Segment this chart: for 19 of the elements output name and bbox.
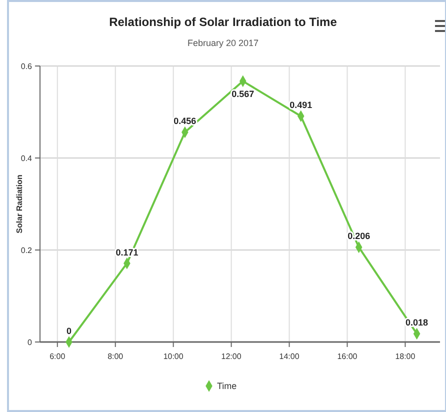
x-tick-label: 12:00	[221, 352, 242, 361]
y-axis-title: Solar Radiation	[15, 174, 24, 234]
y-tick-label: 0	[28, 338, 33, 347]
x-tick-label: 6:00	[50, 352, 66, 361]
x-tick-label: 10:00	[163, 352, 184, 361]
chart-subtitle: February 20 2017	[187, 38, 259, 48]
data-label: 0.567	[232, 89, 254, 100]
legend-label: Time	[217, 381, 237, 391]
y-tick-label: 0.6	[20, 62, 33, 71]
x-tick-label: 18:00	[395, 352, 416, 361]
y-tick-label: 0.4	[20, 154, 33, 163]
data-label: 0	[66, 326, 72, 336]
data-label: 0.456	[174, 116, 196, 126]
x-tick-label: 14:00	[279, 352, 300, 361]
x-tick-label: 16:00	[337, 352, 358, 361]
chart-title: Relationship of Solar Irradiation to Time	[109, 15, 338, 29]
data-label: 0.491	[290, 100, 312, 110]
y-tick-label: 0.2	[20, 246, 33, 255]
x-tick-label: 8:00	[108, 352, 124, 361]
